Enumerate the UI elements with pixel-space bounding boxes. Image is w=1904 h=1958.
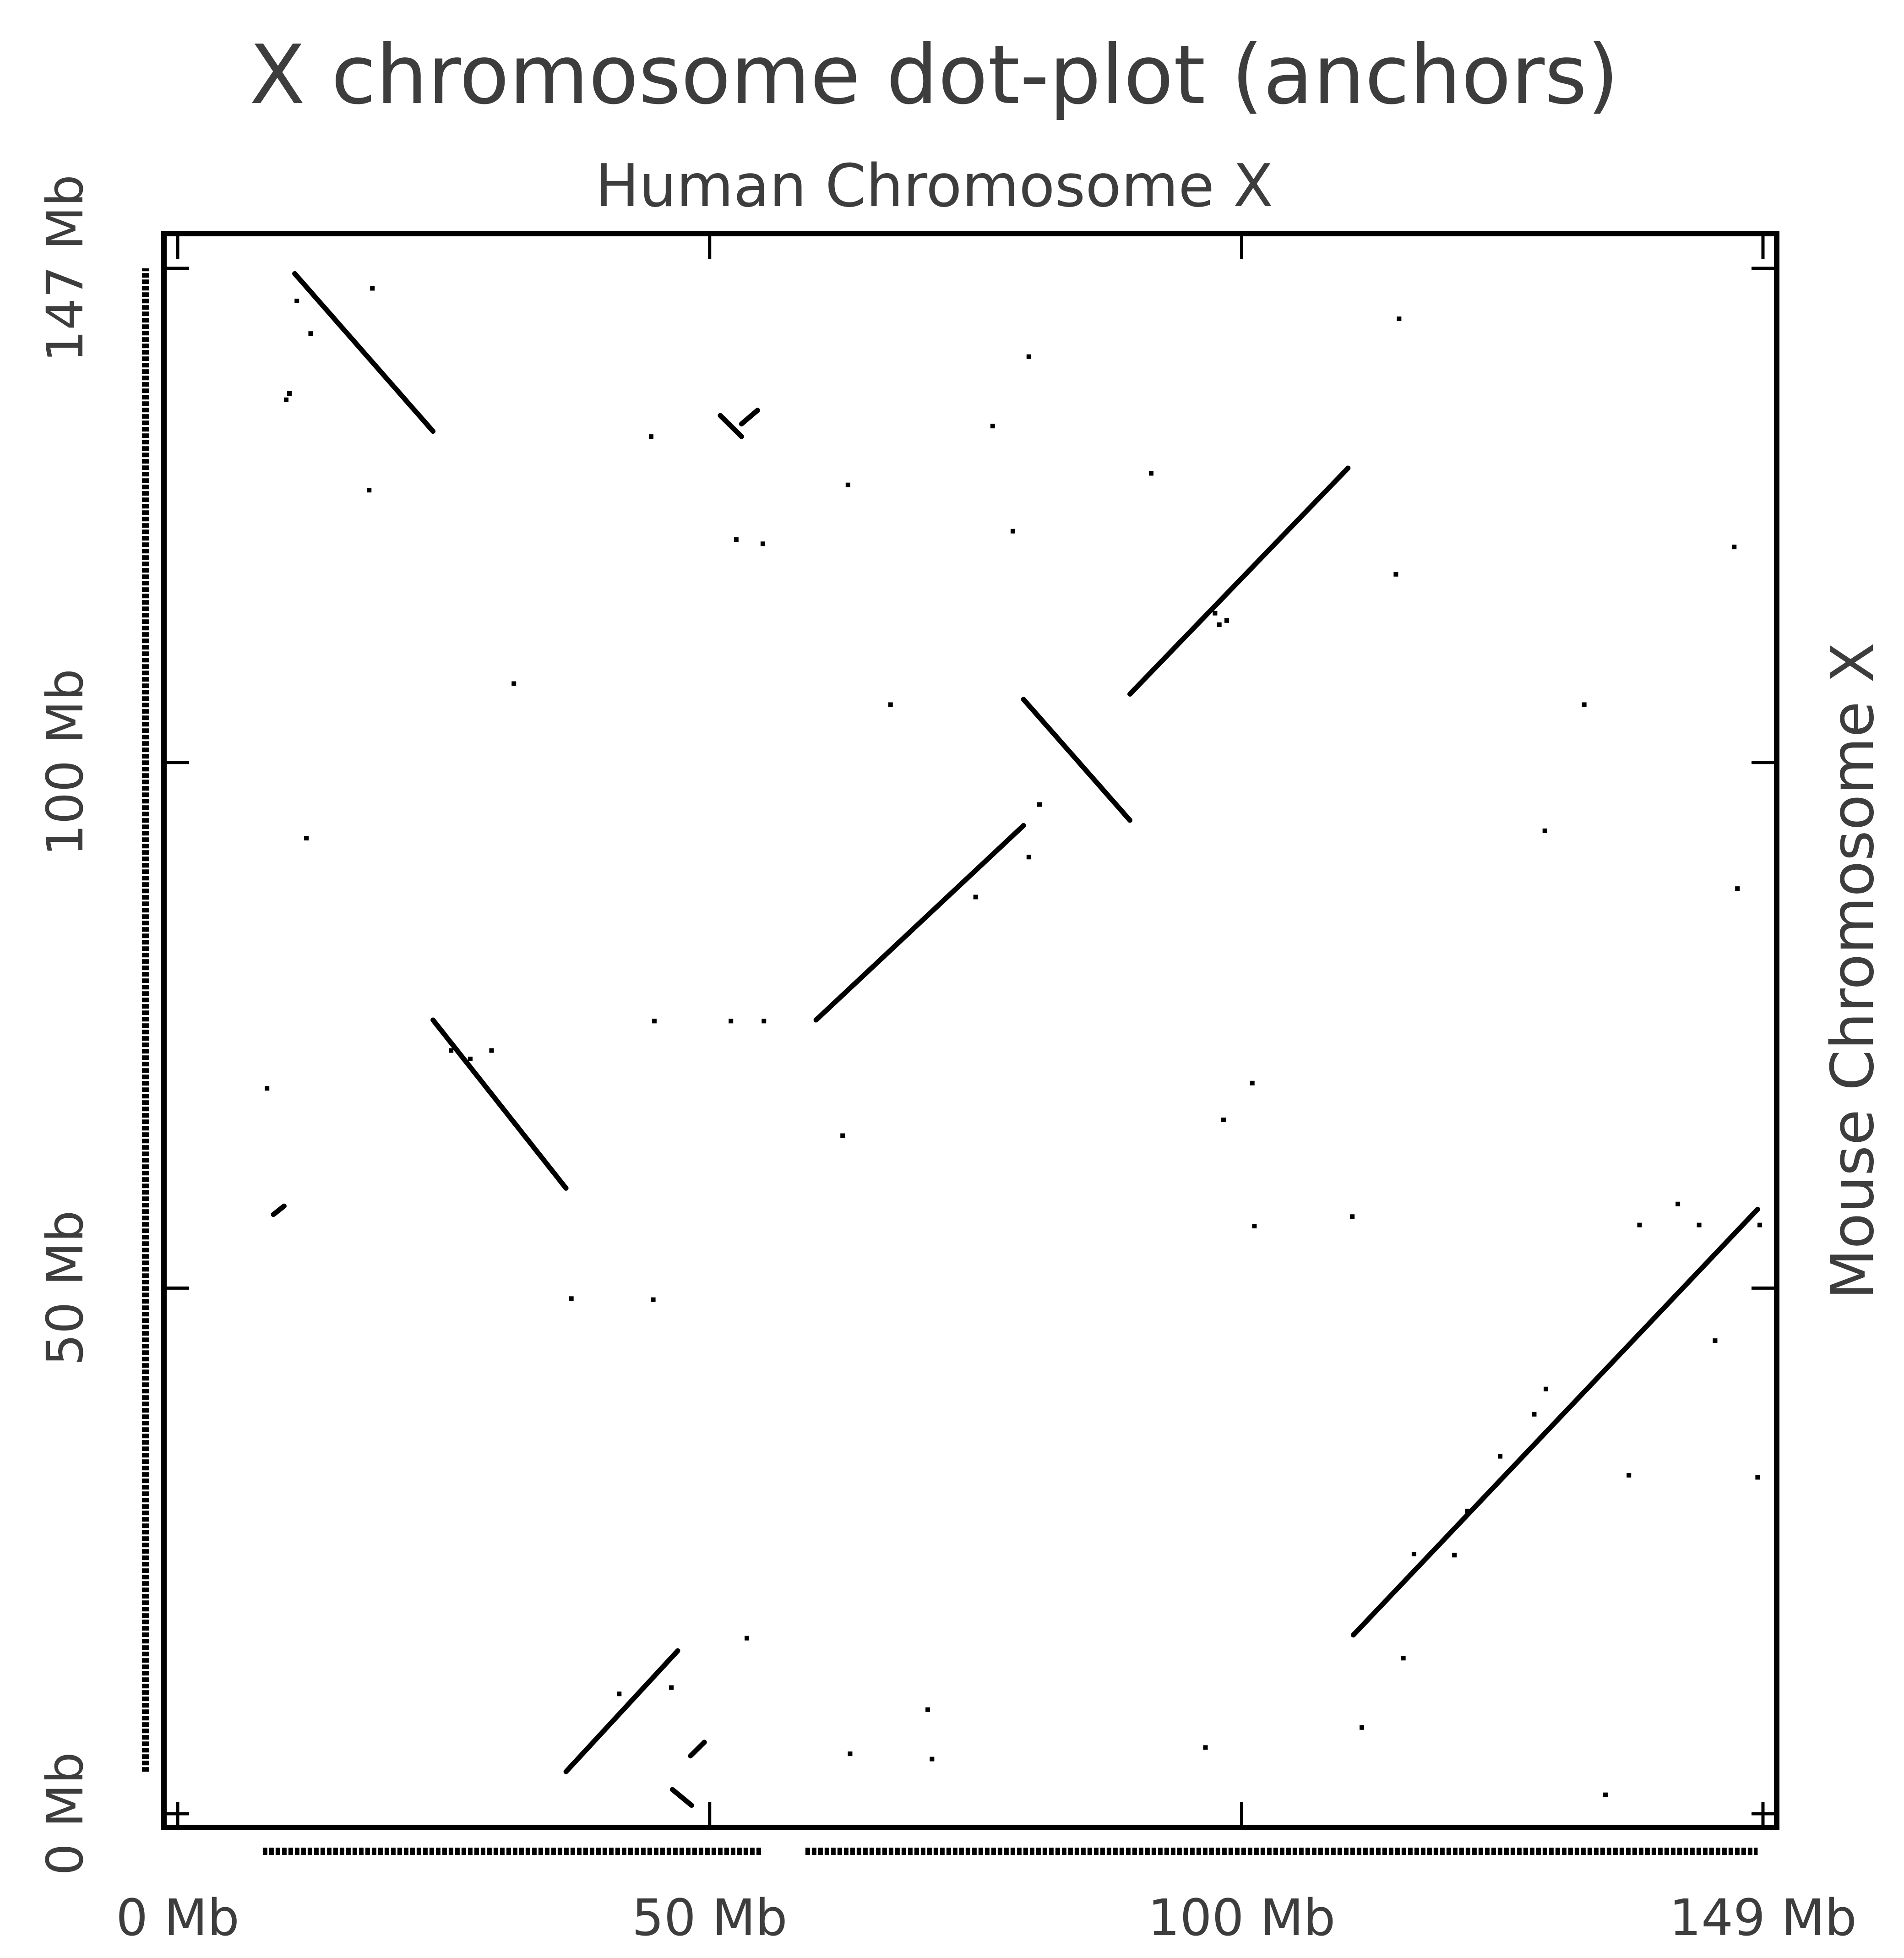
anchor-point bbox=[283, 397, 288, 402]
anchor-point bbox=[1393, 572, 1398, 577]
synteny-segment bbox=[292, 271, 436, 434]
anchor-point bbox=[1732, 545, 1737, 550]
anchor-point bbox=[762, 1019, 767, 1024]
anchor-point bbox=[1252, 1223, 1257, 1228]
anchor-point bbox=[729, 1019, 734, 1024]
anchor-point bbox=[652, 1019, 657, 1024]
chart-title: X chromosome dot-plot (anchors) bbox=[250, 27, 1619, 122]
anchor-point bbox=[1350, 1214, 1355, 1219]
anchor-point bbox=[1713, 1338, 1718, 1343]
anchor-point bbox=[1676, 1201, 1681, 1206]
anchor-point bbox=[925, 1707, 930, 1712]
anchor-point bbox=[760, 541, 765, 546]
anchor-point bbox=[287, 391, 292, 396]
synteny-segment bbox=[1021, 697, 1133, 823]
anchor-point bbox=[930, 1756, 935, 1762]
anchor-point bbox=[1603, 1792, 1608, 1797]
anchor-point bbox=[1224, 618, 1229, 623]
anchor-point bbox=[669, 1685, 674, 1690]
anchor-point bbox=[1360, 1725, 1365, 1730]
anchor-point bbox=[1397, 316, 1402, 322]
synteny-segment bbox=[669, 1787, 694, 1808]
chart-subtitle: Human Chromosome X bbox=[595, 152, 1273, 220]
anchor-point bbox=[1037, 802, 1042, 807]
anchor-point bbox=[511, 681, 517, 686]
anchor-point bbox=[1213, 611, 1218, 616]
x-tick-label: 100 Mb bbox=[1148, 1888, 1336, 1947]
anchor-point bbox=[1637, 1222, 1642, 1227]
anchor-point bbox=[840, 1133, 845, 1138]
anchor-point bbox=[1221, 1118, 1226, 1123]
anchor-point bbox=[734, 537, 739, 542]
anchor-point bbox=[294, 299, 299, 304]
anchor-point bbox=[1026, 354, 1031, 359]
y-tick-label: 0 Mb bbox=[36, 1752, 94, 1876]
y-tick-label: 147 Mb bbox=[36, 175, 94, 362]
anchor-point bbox=[1026, 855, 1031, 860]
anchor-point bbox=[1735, 886, 1740, 891]
anchor-point bbox=[1452, 1553, 1457, 1558]
anchor-point bbox=[1757, 1222, 1763, 1227]
anchor-point bbox=[651, 1297, 656, 1302]
x-tick-label: 0 Mb bbox=[116, 1888, 239, 1947]
anchor-point bbox=[1542, 828, 1547, 833]
x-tick-label: 50 Mb bbox=[632, 1888, 788, 1947]
synteny-segment bbox=[271, 1203, 287, 1217]
synteny-segment bbox=[718, 413, 744, 439]
anchor-point bbox=[990, 424, 995, 429]
anchor-point bbox=[1755, 1475, 1760, 1480]
synteny-segment bbox=[688, 1740, 707, 1759]
anchor-point bbox=[617, 1691, 622, 1696]
anchor-point bbox=[1010, 529, 1015, 534]
anchor-point bbox=[745, 1636, 750, 1641]
anchor-point bbox=[1411, 1552, 1416, 1557]
synteny-segment bbox=[430, 1017, 569, 1191]
x-tick-label: 149 Mb bbox=[1669, 1888, 1857, 1947]
anchor-point bbox=[1627, 1473, 1632, 1478]
synteny-segment bbox=[739, 408, 760, 427]
anchor-point bbox=[1544, 1386, 1549, 1391]
anchor-point bbox=[888, 702, 893, 707]
y-axis-label: Mouse Chromosome X bbox=[1819, 643, 1887, 1299]
anchor-point bbox=[1203, 1745, 1208, 1750]
anchor-point bbox=[304, 835, 309, 840]
anchor-point bbox=[1697, 1222, 1702, 1227]
anchor-point bbox=[1148, 471, 1153, 476]
anchor-point bbox=[489, 1048, 494, 1053]
synteny-segment bbox=[1127, 465, 1351, 697]
anchor-point bbox=[1532, 1412, 1537, 1417]
synteny-segment bbox=[813, 823, 1026, 1023]
anchor-point bbox=[648, 434, 653, 439]
plot-area: 0 Mb 50 Mb 100 Mb 149 Mb 0 Mb 50 Mb 100 Mb 147 … bbox=[36, 175, 1857, 1947]
synteny-segment bbox=[563, 1648, 680, 1774]
anchor-point bbox=[848, 1751, 853, 1756]
synteny-segment bbox=[1350, 1206, 1760, 1638]
anchor-point bbox=[308, 331, 313, 336]
y-tick-label: 100 Mb bbox=[36, 669, 94, 856]
anchor-point bbox=[1217, 622, 1222, 627]
anchor-point bbox=[367, 488, 372, 493]
anchor-point bbox=[265, 1086, 270, 1091]
anchor-point bbox=[973, 894, 978, 900]
anchor-point bbox=[449, 1048, 454, 1053]
anchor-point bbox=[1250, 1080, 1255, 1085]
anchor-point bbox=[1582, 702, 1587, 707]
anchor-point bbox=[1465, 1508, 1470, 1513]
anchor-point bbox=[1401, 1656, 1406, 1661]
anchor-point bbox=[1498, 1454, 1503, 1459]
anchor-point bbox=[468, 1056, 473, 1061]
y-tick-label: 50 Mb bbox=[36, 1211, 94, 1366]
anchor-point bbox=[845, 482, 850, 487]
anchor-point bbox=[569, 1296, 574, 1301]
plot-frame bbox=[161, 231, 1779, 1830]
anchor-point bbox=[370, 286, 375, 291]
